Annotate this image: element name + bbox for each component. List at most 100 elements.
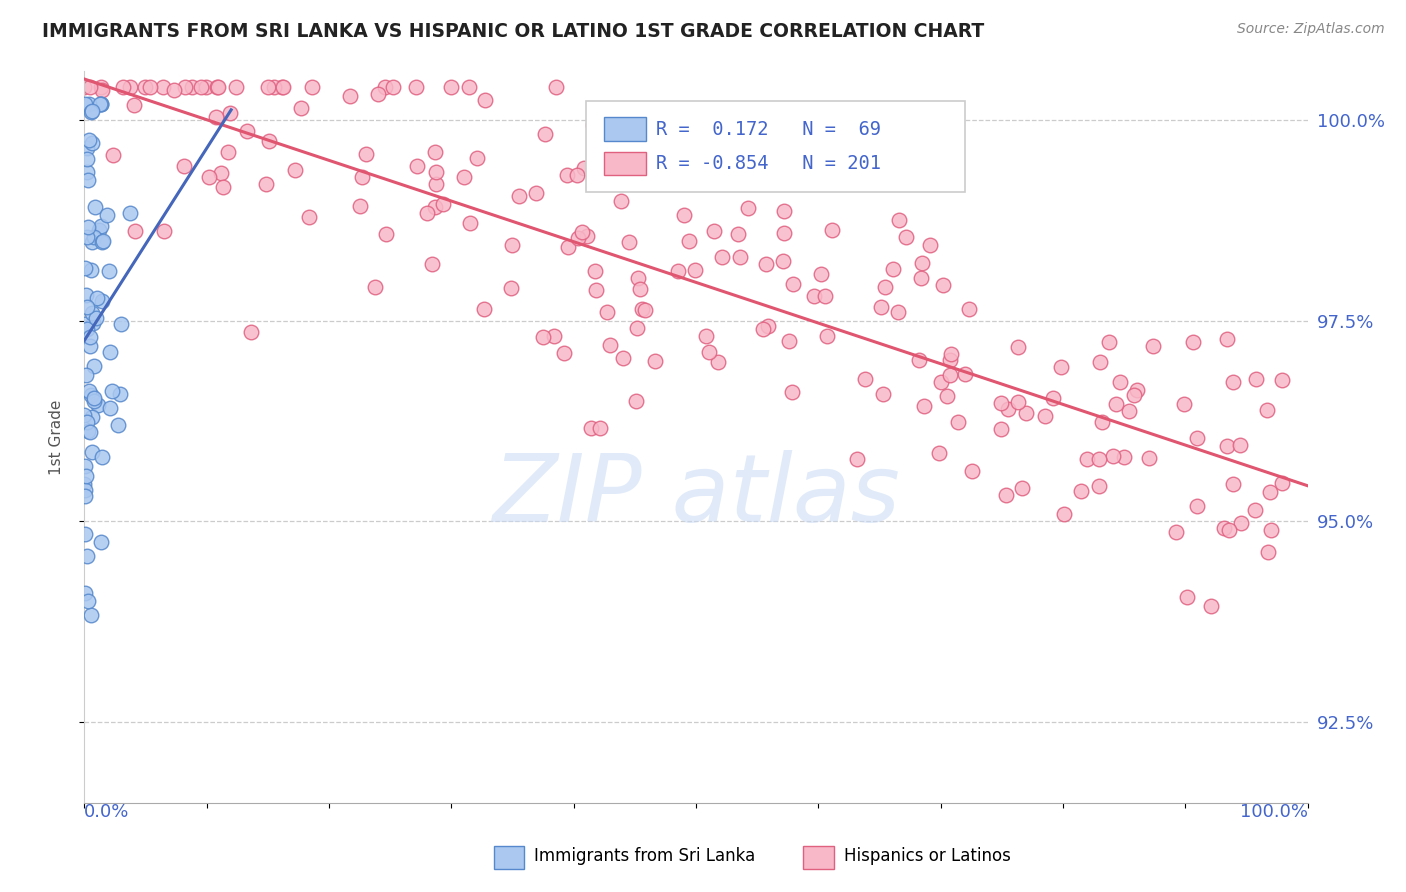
- Text: Immigrants from Sri Lanka: Immigrants from Sri Lanka: [534, 847, 755, 865]
- Point: [198, 169, 221, 184]
- Point: [76, 424, 98, 438]
- Point: [1164, 524, 1187, 539]
- Point: [90, 96, 112, 111]
- Text: IMMIGRANTS FROM SRI LANKA VS HISPANIC OR LATINO 1ST GRADE CORRELATION CHART: IMMIGRANTS FROM SRI LANKA VS HISPANIC OR…: [42, 22, 984, 41]
- Point: [83, 394, 105, 409]
- Point: [755, 257, 778, 271]
- Point: [87, 223, 110, 237]
- Point: [882, 262, 904, 277]
- Point: [270, 80, 292, 95]
- Point: [910, 271, 932, 285]
- Point: [920, 237, 942, 252]
- Point: [254, 178, 277, 192]
- Point: [1112, 450, 1135, 464]
- Point: [76, 300, 98, 314]
- Point: [90, 80, 112, 95]
- Point: [1126, 383, 1149, 397]
- Point: [1098, 335, 1121, 350]
- Point: [803, 289, 825, 303]
- Point: [931, 375, 953, 389]
- Point: [75, 527, 97, 541]
- Point: [778, 334, 800, 349]
- Point: [524, 186, 547, 200]
- Point: [405, 159, 427, 173]
- Point: [73, 80, 96, 95]
- FancyBboxPatch shape: [605, 118, 645, 141]
- Point: [772, 203, 794, 218]
- Point: [1007, 340, 1029, 354]
- Point: [416, 206, 439, 220]
- Point: [627, 271, 650, 285]
- Text: R =  0.172   N =  69: R = 0.172 N = 69: [655, 120, 880, 138]
- Point: [84, 200, 107, 214]
- Point: [205, 80, 228, 95]
- Point: [91, 234, 114, 248]
- Point: [1260, 485, 1282, 500]
- FancyBboxPatch shape: [605, 152, 645, 175]
- Point: [752, 321, 775, 335]
- Point: [139, 80, 162, 95]
- Point: [928, 446, 950, 460]
- Point: [152, 80, 174, 95]
- Point: [76, 321, 98, 335]
- Point: [997, 402, 1019, 417]
- Point: [134, 80, 156, 95]
- Point: [349, 198, 371, 212]
- Point: [474, 93, 496, 107]
- Point: [1076, 452, 1098, 467]
- Point: [1105, 397, 1128, 411]
- Point: [284, 163, 307, 178]
- Point: [666, 263, 689, 277]
- Point: [872, 387, 894, 401]
- Point: [730, 250, 752, 264]
- Point: [1260, 523, 1282, 537]
- Point: [97, 264, 120, 278]
- Point: [582, 118, 605, 132]
- Point: [994, 488, 1017, 502]
- Point: [420, 257, 443, 271]
- Point: [290, 101, 312, 115]
- Point: [697, 345, 720, 359]
- Point: [298, 211, 321, 225]
- Point: [1257, 545, 1279, 559]
- Point: [76, 173, 98, 187]
- Point: [180, 80, 202, 95]
- Point: [339, 89, 361, 103]
- Point: [839, 169, 862, 184]
- Point: [596, 305, 619, 319]
- Point: [77, 219, 100, 234]
- Point: [1243, 503, 1265, 517]
- Point: [190, 80, 212, 95]
- Point: [1181, 334, 1204, 349]
- Point: [1271, 373, 1294, 387]
- Point: [90, 293, 112, 308]
- Point: [75, 458, 97, 473]
- Point: [79, 384, 101, 398]
- Point: [79, 105, 101, 120]
- Point: [101, 147, 124, 161]
- Point: [626, 394, 648, 409]
- Point: [83, 359, 105, 373]
- Point: [458, 80, 481, 95]
- Point: [1015, 406, 1038, 420]
- Point: [80, 608, 103, 623]
- Point: [1091, 415, 1114, 429]
- Point: [82, 136, 104, 151]
- Point: [845, 451, 868, 466]
- Point: [1222, 477, 1244, 491]
- Point: [565, 168, 588, 182]
- Point: [1088, 451, 1111, 466]
- Point: [810, 267, 832, 281]
- Point: [756, 319, 779, 334]
- Point: [163, 83, 186, 97]
- Point: [707, 355, 730, 369]
- Point: [432, 196, 454, 211]
- Point: [91, 83, 114, 97]
- Point: [1187, 499, 1209, 513]
- Point: [1137, 451, 1160, 466]
- Point: [703, 224, 725, 238]
- Point: [534, 128, 557, 142]
- Point: [870, 301, 893, 315]
- Point: [1218, 523, 1240, 537]
- Point: [553, 346, 575, 360]
